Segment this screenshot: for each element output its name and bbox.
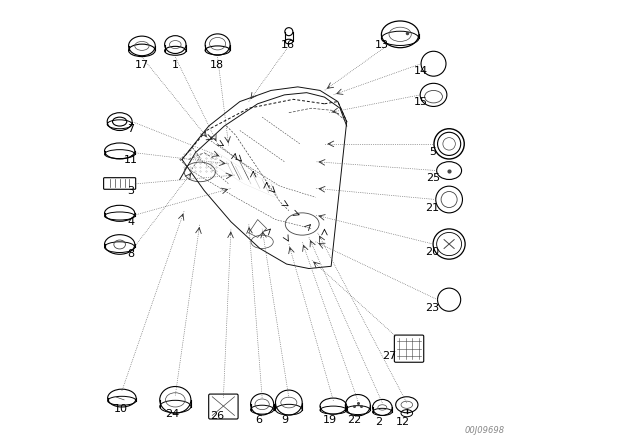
Text: 18: 18 — [210, 60, 224, 69]
Text: 13: 13 — [374, 40, 388, 50]
Text: 20: 20 — [425, 247, 439, 257]
Text: 3: 3 — [127, 186, 134, 196]
Text: 1: 1 — [172, 60, 179, 69]
Text: 25: 25 — [426, 172, 440, 183]
Text: 21: 21 — [425, 202, 439, 212]
Text: 4: 4 — [127, 217, 134, 227]
Text: 11: 11 — [124, 155, 138, 165]
Text: 8: 8 — [127, 249, 134, 259]
Text: 7: 7 — [127, 124, 134, 134]
Text: 27: 27 — [382, 351, 396, 361]
Text: 10: 10 — [113, 404, 127, 414]
Text: 12: 12 — [396, 417, 410, 427]
Text: 23: 23 — [425, 303, 439, 313]
Text: 5: 5 — [429, 147, 436, 157]
Text: 00J09698: 00J09698 — [465, 426, 505, 435]
Text: 9: 9 — [282, 415, 289, 425]
Text: 6: 6 — [255, 415, 262, 425]
Text: 24: 24 — [165, 409, 179, 419]
Text: 17: 17 — [135, 60, 149, 69]
Text: 22: 22 — [347, 415, 362, 425]
Text: 26: 26 — [211, 411, 225, 421]
Text: 14: 14 — [413, 66, 428, 76]
Text: 2: 2 — [375, 417, 382, 427]
Text: 19: 19 — [323, 415, 337, 425]
Text: 15: 15 — [413, 97, 428, 107]
Text: 16: 16 — [281, 40, 295, 50]
